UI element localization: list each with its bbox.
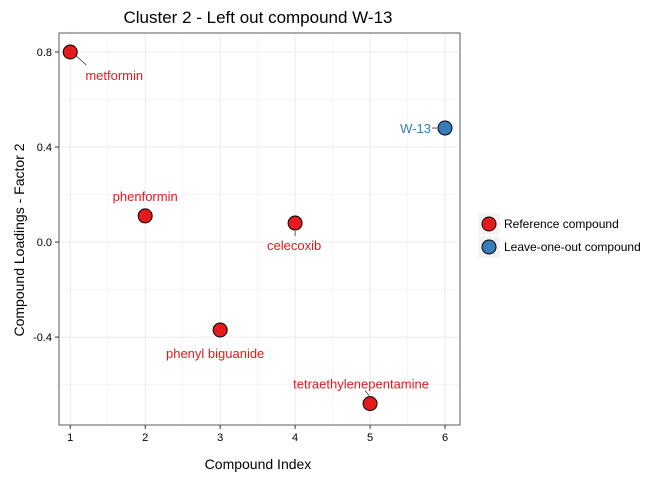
data-point xyxy=(437,120,453,136)
y-axis: -0.4 0.0 0.4 0.8 xyxy=(33,47,59,344)
data-points xyxy=(62,44,453,412)
label-leader-lines xyxy=(75,55,438,396)
y-tick-label: -0.4 xyxy=(33,332,52,344)
data-point xyxy=(62,44,78,60)
point-label: metformin xyxy=(85,68,143,83)
data-point xyxy=(212,322,228,338)
x-axis: 1 2 3 4 5 6 xyxy=(67,425,448,444)
data-point xyxy=(362,396,378,412)
x-tick-label: 4 xyxy=(292,432,298,444)
y-axis-title: Compound Loadings - Factor 2 xyxy=(11,143,27,336)
x-tick-label: 5 xyxy=(367,432,373,444)
legend-label: Reference compound xyxy=(504,217,619,231)
point-label: W-13 xyxy=(400,121,431,136)
x-axis-title: Compound Index xyxy=(205,456,312,472)
data-point xyxy=(137,208,153,224)
legend-marker xyxy=(481,239,497,255)
y-tick-label: 0.0 xyxy=(37,237,52,249)
point-labels: metformin phenformin phenyl biguanide celec… xyxy=(85,68,431,392)
plot-border xyxy=(58,32,461,426)
legend-marker xyxy=(481,216,497,232)
y-tick-label: 0.4 xyxy=(37,142,52,154)
data-point xyxy=(287,215,303,231)
plot-panel: metformin phenformin phenyl biguanide celec… xyxy=(58,32,461,426)
label-leader-line xyxy=(364,390,370,396)
chart-title: Cluster 2 - Left out compound W-13 xyxy=(124,8,393,27)
x-tick-label: 3 xyxy=(217,432,223,444)
plot-background xyxy=(58,32,461,426)
y-tick-label: 0.8 xyxy=(37,47,52,59)
x-tick-label: 1 xyxy=(67,432,73,444)
legend-label: Leave-one-out compound xyxy=(504,240,641,254)
legend: Reference compound Leave-one-out compound xyxy=(477,212,641,259)
x-tick-label: 6 xyxy=(442,432,448,444)
label-leader-line xyxy=(75,55,87,66)
point-label: tetraethylenepentamine xyxy=(293,377,429,392)
point-label: phenformin xyxy=(113,189,178,204)
point-label: phenyl biguanide xyxy=(166,346,264,361)
point-label: celecoxib xyxy=(267,238,321,253)
x-tick-label: 2 xyxy=(142,432,148,444)
